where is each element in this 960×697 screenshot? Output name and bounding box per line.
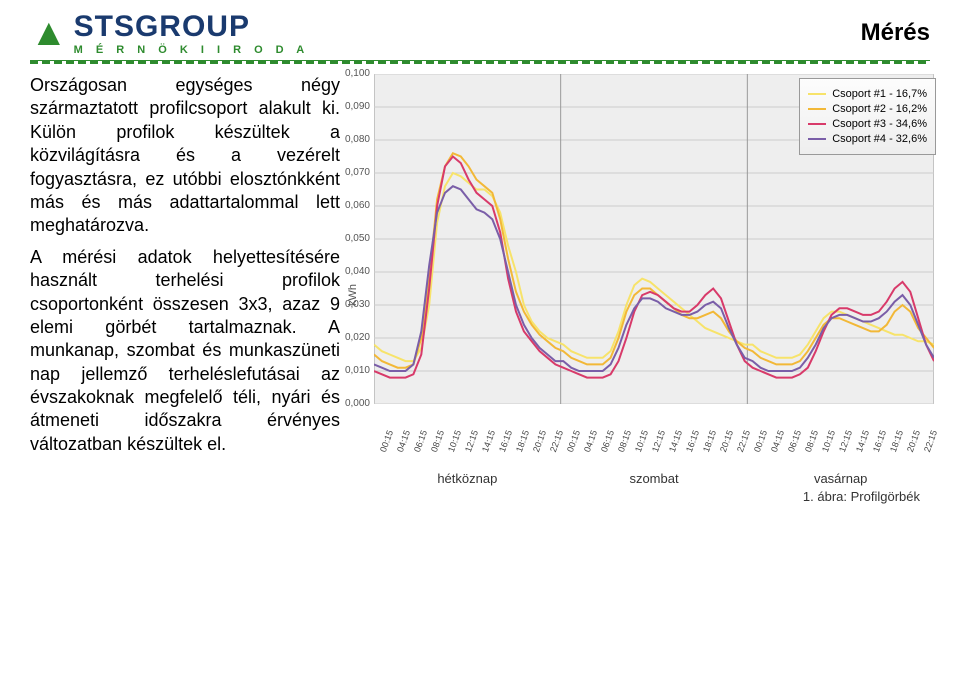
logo-name: STSGROUP bbox=[74, 10, 310, 44]
legend-item: Csoport #4 - 32,6% bbox=[808, 133, 927, 145]
y-tick: 0,070 bbox=[330, 167, 370, 178]
legend-item: Csoport #1 - 16,7% bbox=[808, 88, 927, 100]
y-tick: 0,090 bbox=[330, 101, 370, 112]
y-axis-label: kWh bbox=[347, 284, 359, 306]
logo: ▲ STSGROUP M É R N Ö K I I R O D A bbox=[30, 10, 309, 56]
chart-caption: 1. ábra: Profilgörbék bbox=[803, 489, 920, 504]
header-divider bbox=[30, 60, 930, 64]
y-tick: 0,020 bbox=[330, 332, 370, 343]
day-labels: hétköznapszombatvasárnap bbox=[374, 471, 934, 486]
paragraph-1: Országosan egységes négy származtatott p… bbox=[30, 74, 340, 238]
chart-wrap: 0,0000,0100,0200,0300,0400,0500,0600,070… bbox=[350, 74, 940, 504]
chart-column: 0,0000,0100,0200,0300,0400,0500,0600,070… bbox=[350, 74, 940, 504]
y-tick: 0,050 bbox=[330, 233, 370, 244]
day-label: hétköznap bbox=[374, 471, 561, 486]
y-tick: 0,040 bbox=[330, 266, 370, 277]
paragraph-2: A mérési adatok helyettesítésére használ… bbox=[30, 246, 340, 457]
y-tick: 0,010 bbox=[330, 365, 370, 376]
y-tick: 0,000 bbox=[330, 398, 370, 409]
page-title: Mérés bbox=[861, 19, 930, 47]
text-column: Országosan egységes négy származtatott p… bbox=[30, 74, 340, 504]
logo-mark: ▲ bbox=[30, 12, 66, 55]
y-tick: 0,080 bbox=[330, 134, 370, 145]
legend-item: Csoport #2 - 16,2% bbox=[808, 103, 927, 115]
logo-subtitle: M É R N Ö K I I R O D A bbox=[74, 44, 310, 56]
legend-item: Csoport #3 - 34,6% bbox=[808, 118, 927, 130]
day-label: szombat bbox=[561, 471, 748, 486]
y-tick: 0,100 bbox=[330, 68, 370, 79]
day-label: vasárnap bbox=[747, 471, 934, 486]
y-tick: 0,060 bbox=[330, 200, 370, 211]
chart-legend: Csoport #1 - 16,7% Csoport #2 - 16,2% Csop… bbox=[799, 78, 936, 155]
x-tick-labels: 00:1504:1506:1508:1510:1512:1514:1516:15… bbox=[374, 450, 934, 460]
